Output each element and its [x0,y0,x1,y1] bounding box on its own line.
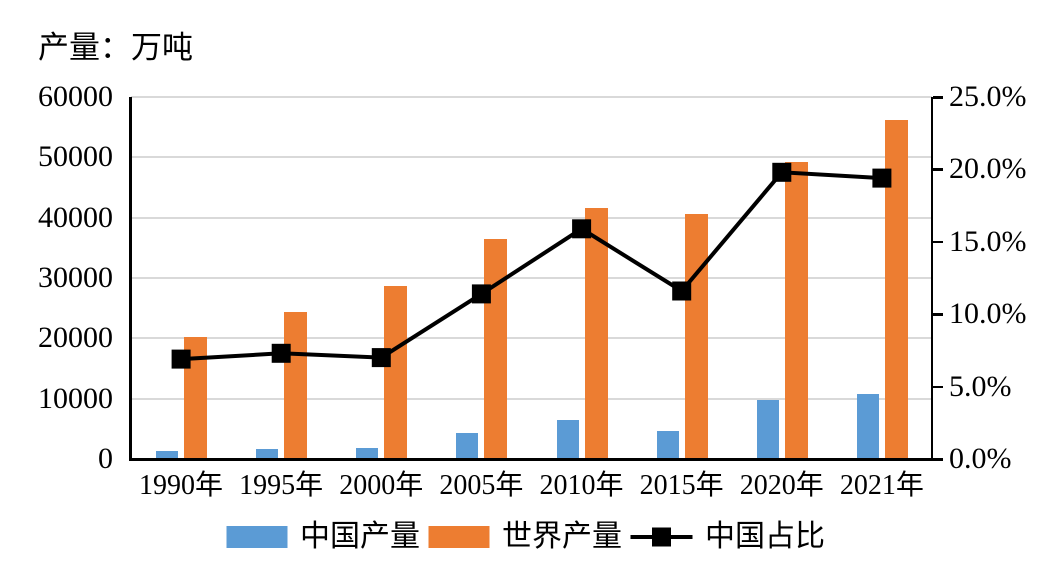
x-axis-line [129,458,934,461]
right-axis-tick [933,313,943,316]
bar-world-2020年 [784,161,808,459]
share-marker-2021年 [872,168,892,188]
left-axis-label: 20000 [38,321,113,355]
right-axis-label: 20.0% [949,152,1027,186]
legend-item-china-share: 中国占比 [630,520,825,553]
bar-china-1995年 [256,448,279,459]
right-axis-line [930,97,933,460]
right-axis-label: 5.0% [949,369,1012,403]
china-share-line-marker-icon [630,526,692,548]
legend-item-china-production: 中国产量 [226,520,420,553]
bar-china-2020年 [756,400,779,459]
world-production-swatch-icon [428,525,489,548]
share-marker-2005年 [471,284,491,304]
gridline [131,216,932,219]
right-axis-label: 10.0% [949,297,1027,331]
right-axis-label: 0.0% [949,442,1012,475]
left-axis-label: 40000 [38,200,113,234]
share-line [180,170,883,362]
legend-label-world-production: 世界产量 [502,520,622,553]
right-axis-tick [933,458,943,461]
right-axis-tick [933,385,943,389]
x-axis-label-1990年: 1990年 [139,470,224,501]
bar-world-2000年 [384,285,408,459]
x-axis-label-2010年: 2010年 [539,470,624,501]
share-line-layer [171,162,892,369]
left-axis-label: 60000 [38,80,113,113]
x-axis-label-2000年: 2000年 [339,470,424,501]
x-axis-label-2020年: 2020年 [739,470,824,501]
legend-label-china-production: 中国产量 [300,520,420,553]
bar-china-2005年 [456,433,479,459]
left-axis-label: 0 [98,442,113,475]
left-axis-label: 30000 [38,261,113,294]
bar-china-2015年 [656,430,679,459]
x-axis-label-1995年: 1995年 [239,470,324,501]
gridline [131,156,932,159]
bar-world-2015年 [684,214,708,459]
share-marker-1990年 [171,349,191,369]
chart-title: 产量：万吨 [38,30,193,65]
plot-area [129,96,943,461]
legend-item-world-production: 世界产量 [428,520,622,553]
left-axis-label: 10000 [38,381,113,415]
bar-china-2000年 [356,447,379,459]
x-axis-label-2021年: 2021年 [839,470,924,501]
right-axis-label: 15.0% [949,224,1027,258]
share-marker-2015年 [672,281,692,301]
gridline [131,277,932,279]
left-axis-line [129,97,132,460]
bar-china-2021年 [856,393,879,459]
right-axis-tick [933,96,943,99]
legend: 中国产量 世界产量 中国占比 [226,520,825,553]
legend-label-china-share: 中国占比 [705,520,825,553]
gridline [131,96,932,98]
right-axis-tick [933,168,943,171]
share-marker-1995年 [271,343,291,363]
share-marker-2000年 [371,348,391,368]
bar-china-1990年 [156,450,178,459]
right-axis-tick [933,240,943,244]
left-axis-label: 50000 [38,140,113,174]
bar-world-2010年 [584,208,608,459]
right-axis-label: 25.0% [949,80,1027,113]
china-production-swatch-icon [226,525,287,548]
x-axis-label-2015年: 2015年 [639,470,724,501]
x-axis-label-2005年: 2005年 [439,470,524,501]
share-marker-2010年 [572,219,592,239]
share-marker-2020年 [772,162,792,182]
bar-china-2010年 [556,419,579,459]
bar-world-2021年 [884,119,908,459]
gridline [131,337,932,340]
gridline [131,397,932,400]
